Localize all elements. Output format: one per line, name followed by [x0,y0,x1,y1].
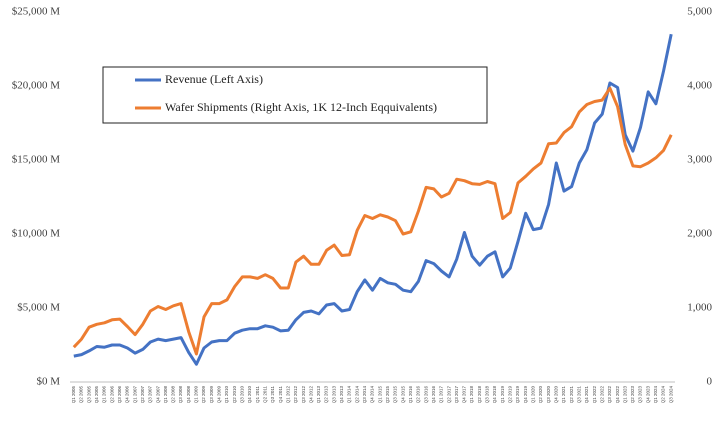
x-tick-label: Q1 2013 [316,386,321,404]
x-tick-label: Q4 2005 [94,386,99,404]
x-tick-label: Q1 2014 [347,386,352,404]
x-tick-label: Q2 2013 [324,386,329,404]
x-tick-label: Q4 2017 [462,386,467,404]
y-tick-label: $0 M [36,376,60,388]
x-tick-label: Q2 2016 [416,386,421,404]
x-tick-label: Q4 2011 [278,386,283,403]
x-tick-label: Q1 2016 [408,386,413,404]
x-tick-label: Q2 2006 [109,386,114,404]
y2-tick-label: 0 [707,376,713,388]
y-tick-label: $25,000 M [12,6,61,18]
x-tick-label: Q4 2010 [247,386,252,404]
x-tick-label: Q3 2011 [270,386,275,403]
x-tick-label: Q2 2012 [293,386,298,404]
x-tick-label: Q3 2018 [485,386,490,404]
x-tick-label: Q1 2011 [255,386,260,403]
x-tick-label: Q3 2007 [148,386,153,404]
x-tick-label: Q4 2022 [615,386,620,404]
x-tick-label: Q2 2009 [201,386,206,404]
x-tick-label: Q1 2021 [561,386,566,404]
series-line [72,86,673,356]
x-tick-label: Q1 2006 [102,386,107,404]
legend-label: Revenue (Left Axis) [165,72,263,86]
x-tick-label: Q2 2020 [538,386,543,404]
x-tick-label: Q2 2005 [79,386,84,404]
x-tick-label: Q1 2017 [439,386,444,404]
x-tick-label: Q1 2023 [622,386,627,404]
x-tick-label: Q3 2017 [454,386,459,404]
x-tick-label: Q4 2019 [523,386,528,404]
x-tick-label: Q1 2009 [194,386,199,404]
x-tick-label: Q4 2007 [155,386,160,404]
x-tick-label: Q1 2024 [653,386,658,404]
x-tick-label: Q3 2014 [362,386,367,404]
x-tick-label: Q2 2007 [140,386,145,404]
x-tick-label: Q2 2008 [171,386,176,404]
x-tick-label: Q2 2011 [262,386,267,403]
x-tick-label: Q1 2020 [531,386,536,404]
x-tick-label: Q1 2018 [469,386,474,404]
x-tick-label: Q4 2006 [125,386,130,404]
x-tick-label: Q2 2024 [661,386,666,404]
x-tick-label: Q3 2005 [86,386,91,404]
x-tick-label: Q4 2015 [400,386,405,404]
legend-label: Wafer Shipments (Right Axis, 1K 12-Inch … [165,100,437,114]
y-tick-label: $5,000 M [17,302,60,314]
y2-tick-label: 3,000 [687,154,712,166]
x-tick-label: Q3 2021 [576,386,581,404]
x-tick-label: Q3 2006 [117,386,122,404]
y2-tick-label: 4,000 [687,80,712,92]
x-tick-label: Q3 2016 [423,386,428,404]
x-tick-label: Q4 2008 [186,386,191,404]
x-tick-label: Q4 2016 [431,386,436,404]
x-tick-label: Q1 2012 [285,386,290,404]
y-tick-label: $20,000 M [12,80,61,92]
x-tick-label: Q1 2015 [377,386,382,404]
legend-box [102,66,488,124]
x-tick-label: Q1 2019 [500,386,505,404]
x-tick-label: Q4 2014 [370,386,375,404]
y-tick-label: $10,000 M [12,228,61,240]
x-tick-label: Q4 2021 [584,386,589,404]
x-tick-label: Q2 2014 [354,386,359,404]
x-tick-label: Q2 2021 [569,386,574,404]
x-tick-label: Q4 2020 [553,386,558,404]
x-tick-label: Q3 2015 [393,386,398,404]
x-tick-label: Q3 2012 [301,386,306,404]
x-tick-label: Q1 2008 [163,386,168,404]
x-tick-label: Q4 2009 [217,386,222,404]
x-tick-label: Q4 2018 [492,386,497,404]
x-tick-label: Q2 2015 [385,386,390,404]
x-tick-label: Q3 2008 [178,386,183,404]
x-tick-label: Q2 2017 [446,386,451,404]
x-tick-label: Q3 2023 [638,386,643,404]
x-tick-label: Q2 2019 [508,386,513,404]
x-tick-label: Q3 2009 [209,386,214,404]
x-tick-label: Q3 2013 [331,386,336,404]
y2-tick-label: 2,000 [687,228,712,240]
x-tick-label: Q3 2019 [515,386,520,404]
y2-tick-label: 1,000 [687,302,712,314]
x-tick-label: Q1 2007 [132,386,137,404]
x-tick-label: Q1 2005 [71,386,76,404]
x-tick-label: Q4 2013 [339,386,344,404]
x-tick-label: Q4 2012 [308,386,313,404]
x-tick-label: Q3 2020 [546,386,551,404]
x-tick-label: Q3 2010 [239,386,244,404]
y-tick-label: $15,000 M [12,154,61,166]
x-tick-label: Q2 2022 [599,386,604,404]
y2-tick-label: 5,000 [687,6,712,18]
x-tick-label: Q3 2022 [607,386,612,404]
series-line [73,33,673,366]
x-tick-label: Q2 2023 [630,386,635,404]
x-tick-label: Q3 2024 [668,386,673,404]
x-tick-label: Q1 2010 [224,386,229,404]
x-tick-label: Q2 2018 [477,386,482,404]
x-tick-label: Q1 2022 [592,386,597,404]
x-tick-label: Q2 2010 [232,386,237,404]
x-tick-label: Q4 2023 [645,386,650,404]
